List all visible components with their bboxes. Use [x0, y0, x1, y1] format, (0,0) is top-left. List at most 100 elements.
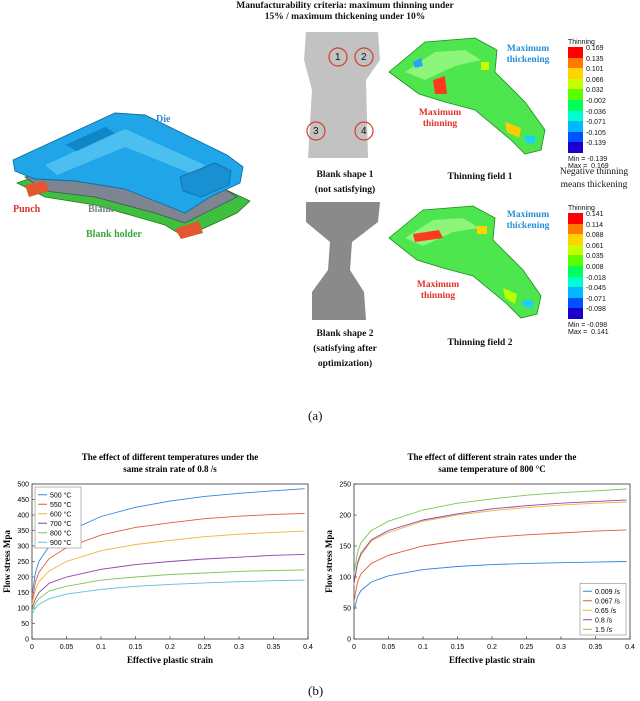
colorbar-swatch	[568, 121, 583, 132]
x-axis-label: Effective plastic strain	[449, 655, 535, 665]
blank1-caption-line2: (not satisfying)	[314, 185, 376, 195]
thickening-note: Negative thinning means thickening	[550, 166, 638, 192]
x-tick-label: 0.2	[165, 644, 175, 651]
colorbar-value: -0.071	[586, 119, 606, 127]
colorbar-swatch	[568, 223, 583, 235]
colorbar-2-min: Min = -0.098	[568, 321, 608, 329]
colorbar-1-max: Max = 0.169	[568, 162, 609, 170]
chart-temperature-effect: The effect of different temperatures und…	[2, 452, 313, 665]
field1-max-thickening-line2: thickening	[506, 55, 550, 65]
thinning-field-2	[388, 205, 542, 319]
y-tick-label: 150	[17, 590, 29, 597]
series-line	[353, 501, 627, 585]
field2-max-thinning-line1: Maximum	[416, 280, 460, 290]
y-tick-label: 400	[17, 513, 29, 520]
series-line	[31, 488, 305, 596]
legend-label: 550 °C	[50, 501, 71, 509]
colorbar-value: 0.008	[586, 263, 604, 271]
colorbar-swatch	[568, 89, 583, 100]
colorbar-value: 0.032	[586, 87, 604, 95]
series-line	[31, 530, 305, 605]
x-tick-label: 0.2	[487, 644, 497, 651]
colorbar-value: -0.105	[586, 129, 606, 137]
colorbar-swatch	[568, 276, 583, 288]
x-tick-label: 0.25	[198, 644, 212, 651]
blank2-caption: Blank shape 2 (satisfying after optimiza…	[290, 327, 400, 372]
series-line	[31, 512, 305, 602]
x-tick-label: 0.35	[267, 644, 281, 651]
colorbar-value: 0.141	[586, 211, 604, 218]
colorbar-swatch	[568, 142, 583, 153]
die-assembly-illustration	[12, 112, 251, 239]
field2-max-thinning-line2: thinning	[420, 291, 456, 301]
colorbar-value: -0.002	[586, 97, 606, 105]
thickening-note-line1: Negative thinning	[559, 167, 629, 177]
legend-label: 600 °C	[50, 510, 71, 518]
x-tick-label: 0.15	[129, 644, 143, 651]
colorbar-2-values: 0.141 0.114 0.088 0.061 0.035 0.008 -0.018 -0.0…	[586, 210, 606, 319]
blank2-caption-line1: Blank shape 2	[316, 329, 374, 339]
colorbar-value: 0.135	[586, 55, 604, 63]
blank1-marker-1: 1	[335, 52, 341, 63]
colorbar-swatch	[568, 68, 583, 79]
blank1-caption-line1: Blank shape 1	[316, 170, 374, 180]
criteria-title-line1: Manufacturability criteria: maximum thin…	[236, 1, 454, 11]
colorbar-swatch	[568, 287, 583, 298]
y-tick-label: 50	[21, 621, 29, 628]
label-punch: Punch	[13, 204, 41, 215]
colorbar-swatch	[568, 213, 583, 224]
colorbar-value: -0.071	[586, 295, 606, 303]
colorbar-value: 0.061	[586, 242, 604, 250]
label-blank: Blank	[88, 204, 114, 215]
legend-label: 700 °C	[50, 520, 71, 528]
colorbar-swatch	[568, 110, 583, 122]
colorbar-swatch	[568, 297, 583, 309]
blank2-caption-line3: optimization)	[317, 359, 373, 369]
chart-title-line2: same strain rate of 0.8 /s	[123, 464, 217, 474]
field1-max-thinning-line1: Maximum	[418, 108, 462, 118]
criteria-title: Manufacturability criteria: maximum thin…	[200, 1, 490, 23]
field1-max-thickening-line1: Maximum	[506, 44, 550, 54]
legend-label: 0.009 /s	[595, 589, 620, 596]
colorbar-value: 0.088	[586, 232, 604, 240]
blank1-marker-2: 2	[361, 52, 367, 63]
field1-max-thickening: Maximum thickening	[498, 44, 558, 66]
colorbar-value: 0.101	[586, 66, 604, 74]
y-tick-label: 100	[17, 606, 29, 613]
chart-title-line1: The effect of different strain rates und…	[408, 452, 577, 462]
colorbar-1: Thinning 0.169 0.135 0.101 0.066 0.032 -0.002…	[568, 38, 638, 170]
blank-shape-2	[306, 202, 380, 320]
y-tick-label: 200	[339, 513, 351, 520]
x-tick-label: 0.1	[418, 644, 428, 651]
colorbar-value: -0.018	[586, 274, 606, 282]
colorbar-swatch	[568, 78, 583, 90]
x-tick-label: 0	[30, 644, 34, 651]
colorbar-2: Thinning 0.141 0.114 0.088 0.061 0.035 0.008 -…	[568, 204, 638, 336]
y-axis-label: Flow stress Mpa	[2, 530, 12, 593]
x-tick-label: 0.1	[96, 644, 106, 651]
colorbar-2-max: Max = 0.141	[568, 328, 609, 336]
x-tick-label: 0.25	[520, 644, 534, 651]
x-tick-label: 0.05	[382, 644, 396, 651]
field1-caption: Thinning field 1	[447, 172, 513, 182]
field1-max-thinning-line2: thinning	[422, 119, 458, 129]
colorbar-value: 0.169	[586, 45, 604, 52]
x-tick-label: 0.15	[451, 644, 465, 651]
legend-box	[34, 486, 82, 549]
x-tick-label: 0.05	[60, 644, 74, 651]
legend-label: 800 °C	[50, 529, 71, 537]
colorbar-1-min: Min = -0.139	[568, 155, 608, 163]
colorbar-value: 0.114	[586, 221, 603, 229]
series-line	[31, 579, 305, 615]
series-line	[353, 561, 627, 612]
field2-max-thickening-line2: thickening	[506, 221, 550, 231]
colorbar-value: -0.098	[586, 306, 606, 314]
colorbar-swatch	[568, 99, 583, 111]
field2-caption: Thinning field 2	[447, 338, 513, 348]
field2-max-thickening-line1: Maximum	[506, 210, 550, 220]
y-tick-label: 500	[17, 482, 29, 489]
y-axis-label: Flow stress Mpa	[324, 530, 334, 593]
x-tick-label: 0.4	[303, 644, 313, 651]
chart-title-line1: The effect of different temperatures und…	[82, 452, 258, 462]
legend-label: 0.65 /s	[595, 608, 617, 615]
